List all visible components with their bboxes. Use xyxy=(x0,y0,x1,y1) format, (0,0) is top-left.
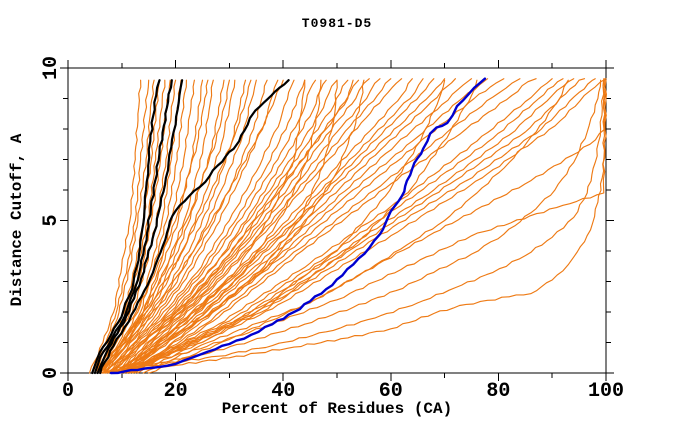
curve xyxy=(93,79,173,375)
curve xyxy=(96,79,184,375)
x-tick-label: 20 xyxy=(164,380,188,403)
series-highlighted-models xyxy=(91,79,290,375)
curve xyxy=(121,78,553,374)
curve xyxy=(102,79,268,374)
x-tick-label: 60 xyxy=(379,380,403,403)
curve xyxy=(115,78,370,374)
curve xyxy=(126,78,564,374)
curve xyxy=(129,78,586,374)
curve xyxy=(105,79,295,374)
tick-labels: 0 20 40 60 80 100 0 5 10 xyxy=(40,56,624,403)
curve xyxy=(123,78,473,374)
curve xyxy=(142,78,607,374)
curve xyxy=(105,79,605,374)
curve xyxy=(99,79,171,374)
curve xyxy=(94,79,204,374)
axes xyxy=(60,60,614,381)
x-axis-label: Percent of Residues (CA) xyxy=(221,400,453,418)
curve xyxy=(121,78,456,374)
curve xyxy=(123,78,575,374)
curve xyxy=(94,79,155,374)
x-tick-label: 100 xyxy=(588,380,624,403)
curve xyxy=(132,78,521,374)
curve xyxy=(121,79,306,374)
curve xyxy=(126,79,338,374)
curve xyxy=(88,79,142,374)
curve xyxy=(97,79,225,374)
curve xyxy=(113,79,327,374)
series-server-models xyxy=(88,78,607,374)
curve xyxy=(109,77,487,375)
series-reference-model xyxy=(109,77,487,375)
curve xyxy=(91,79,161,375)
curve xyxy=(99,79,607,374)
plot-title: T0981-D5 xyxy=(301,16,373,31)
curve xyxy=(123,78,403,374)
curve xyxy=(99,79,290,375)
curve xyxy=(91,79,150,374)
curve xyxy=(134,78,537,374)
curve xyxy=(137,78,607,374)
x-tick-label: 0 xyxy=(62,380,74,403)
curve xyxy=(99,79,569,374)
y-tick-label: 0 xyxy=(40,367,63,379)
curve xyxy=(113,78,435,374)
curve xyxy=(118,78,446,374)
curve xyxy=(102,79,284,374)
y-tick-label: 5 xyxy=(40,214,63,226)
curve xyxy=(99,79,247,374)
curve xyxy=(110,79,306,374)
curve xyxy=(118,78,392,374)
curve xyxy=(107,79,317,374)
curve xyxy=(121,79,446,374)
curve xyxy=(110,78,413,374)
y-tick-label: 10 xyxy=(40,56,63,80)
curve xyxy=(99,79,252,374)
curve xyxy=(107,79,279,374)
curve xyxy=(97,79,230,374)
curve xyxy=(121,78,381,374)
x-tick-label: 80 xyxy=(486,380,510,403)
x-tick-label: 40 xyxy=(271,380,295,403)
curve xyxy=(110,79,354,374)
curve xyxy=(148,78,606,374)
